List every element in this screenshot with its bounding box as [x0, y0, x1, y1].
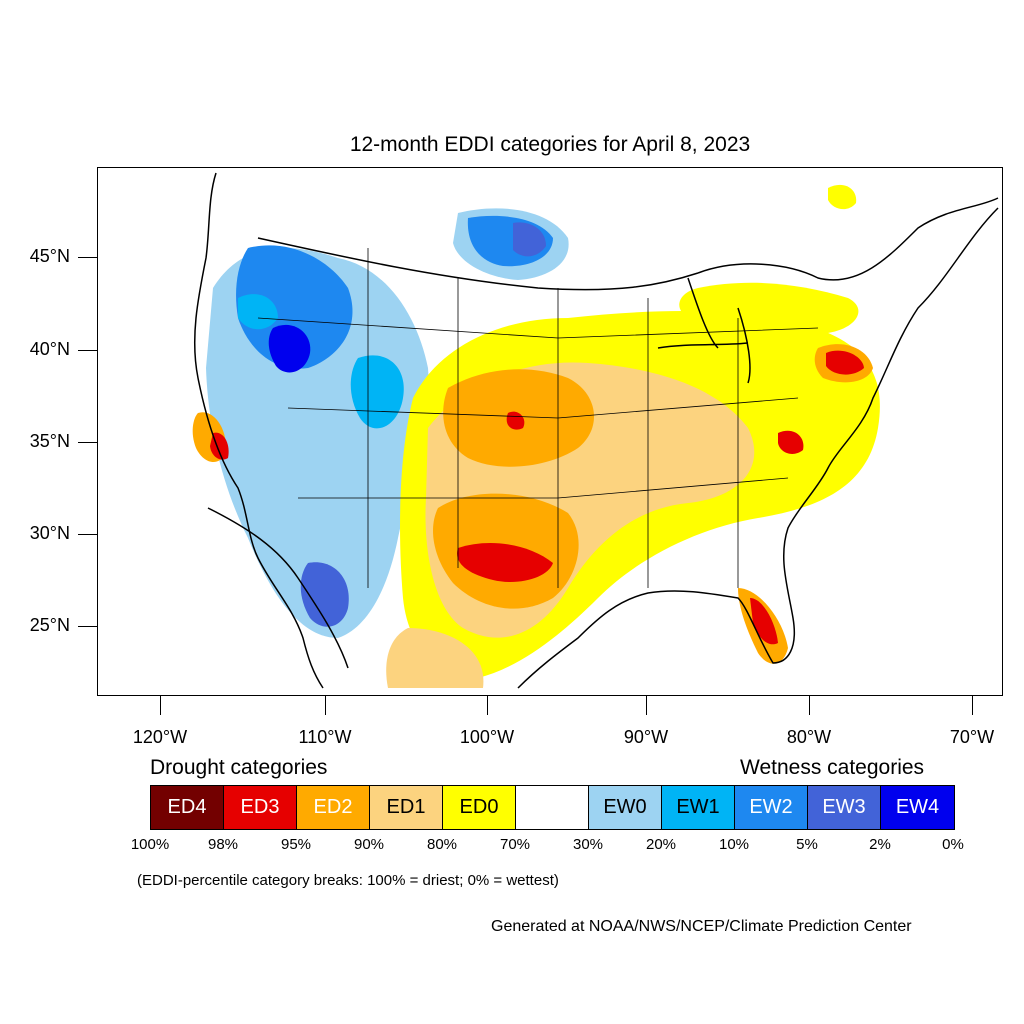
legend-box-ew4: EW4 — [881, 786, 954, 829]
map-panel — [97, 167, 1003, 696]
category-note: (EDDI-percentile category breaks: 100% =… — [137, 872, 559, 889]
legend-box-ew2: EW2 — [735, 786, 808, 829]
lat-tick-30n — [78, 534, 97, 535]
lat-label-45n: 45°N — [29, 246, 70, 266]
lat-label-25n: 25°N — [29, 615, 70, 635]
lon-tick-100w — [487, 696, 488, 715]
percentile-label: 98% — [207, 836, 239, 853]
legend-box-ew3: EW3 — [808, 786, 881, 829]
percentile-label: 90% — [353, 836, 385, 853]
legend-colorbar: ED4 ED3 ED2 ED1 ED0 EW0 EW1 EW2 EW3 EW4 — [150, 785, 955, 830]
percentile-label: 80% — [426, 836, 458, 853]
legend-box-ed0: ED0 — [443, 786, 516, 829]
credit-line: Generated at NOAA/NWS/NCEP/Climate Predi… — [491, 918, 912, 935]
percentile-label: 20% — [645, 836, 677, 853]
drought-areas — [192, 184, 880, 688]
percentile-label: 5% — [796, 836, 818, 853]
percentile-label: 0% — [942, 836, 964, 853]
percentile-label: 30% — [572, 836, 604, 853]
lon-label-100w: 100°W — [459, 727, 515, 747]
boundaries — [193, 172, 999, 689]
lat-label-40n: 40°N — [29, 339, 70, 359]
lat-label-35n: 35°N — [29, 431, 70, 451]
map-title: 12-month EDDI categories for April 8, 20… — [349, 133, 751, 156]
lat-tick-40n — [78, 350, 97, 351]
lon-tick-120w — [160, 696, 161, 715]
wetness-heading: Wetness categories — [740, 756, 925, 779]
lon-tick-80w — [809, 696, 810, 715]
lat-tick-45n — [78, 257, 97, 258]
lon-tick-70w — [972, 696, 973, 715]
percentile-label: 10% — [718, 836, 750, 853]
lon-label-90w: 90°W — [623, 727, 669, 747]
percentile-label: 70% — [499, 836, 531, 853]
lon-label-120w: 120°W — [132, 727, 188, 747]
lat-tick-35n — [78, 442, 97, 443]
lon-label-110w: 110°W — [298, 727, 352, 747]
lon-label-70w: 70°W — [949, 727, 995, 747]
lat-tick-25n — [78, 626, 97, 627]
percentile-label: 95% — [280, 836, 312, 853]
drought-heading: Drought categories — [150, 756, 328, 779]
legend-box-ed4: ED4 — [151, 786, 224, 829]
percentile-label: 2% — [869, 836, 891, 853]
legend-box-ew0: EW0 — [589, 786, 662, 829]
state-lines — [257, 248, 819, 588]
percentile-label: 100% — [130, 836, 170, 853]
lon-tick-90w — [646, 696, 647, 715]
legend-box-ed3: ED3 — [224, 786, 297, 829]
legend-box-ed2: ED2 — [297, 786, 370, 829]
lat-label-30n: 30°N — [29, 523, 70, 543]
lon-tick-110w — [325, 696, 326, 715]
legend-box-ew1: EW1 — [662, 786, 735, 829]
legend-box-normal — [516, 786, 589, 829]
legend-box-ed1: ED1 — [370, 786, 443, 829]
lon-label-80w: 80°W — [786, 727, 832, 747]
eddi-map — [192, 172, 999, 689]
